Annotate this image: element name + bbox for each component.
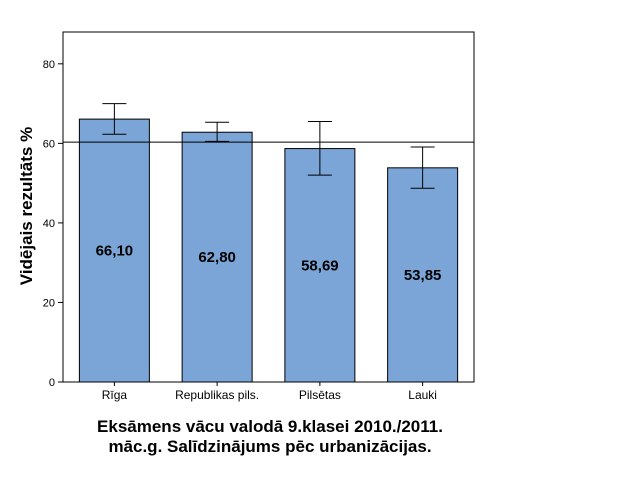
plot-frame <box>62 31 475 383</box>
error-bar-1 <box>205 121 230 142</box>
chart-title-line-1: Eksāmens vācu valodā 9.klasei 2010./2011… <box>97 417 443 436</box>
y-tick-label-3: 60 <box>43 138 55 150</box>
category-label-0: Rīga <box>102 388 128 402</box>
chart-title-line-2: māc.g. Salīdzinājums pēc urbanizācijas. <box>108 437 431 456</box>
category-label-3: Lauki <box>408 388 437 402</box>
x-axis: Rīga Republikas pils. Pilsētas Lauki <box>102 382 437 402</box>
bar-3 <box>387 167 459 383</box>
value-labels: 66,10 62,80 58,69 53,85 <box>96 243 442 284</box>
value-label-3: 53,85 <box>404 267 442 284</box>
value-label-0: 66,10 <box>96 243 134 260</box>
bar-1 <box>181 131 253 383</box>
error-bars <box>102 103 435 189</box>
category-label-1: Republikas pils. <box>175 388 259 402</box>
y-axis: 0 20 40 60 80 <box>43 59 63 389</box>
y-axis-title: Vidējais rezultāts % <box>17 127 36 285</box>
y-tick-label-0: 0 <box>49 377 55 389</box>
value-label-2: 58,69 <box>301 257 339 274</box>
bar-2 <box>284 148 356 383</box>
error-bar-3 <box>410 146 435 189</box>
y-tick-label-1: 20 <box>43 297 55 309</box>
y-tick-label-4: 80 <box>43 59 55 71</box>
y-tick-label-2: 40 <box>43 218 55 230</box>
error-bar-2 <box>307 120 332 176</box>
value-label-1: 62,80 <box>198 249 236 266</box>
error-bar-0 <box>102 103 127 135</box>
bars <box>78 118 459 383</box>
category-label-2: Pilsētas <box>299 388 341 402</box>
